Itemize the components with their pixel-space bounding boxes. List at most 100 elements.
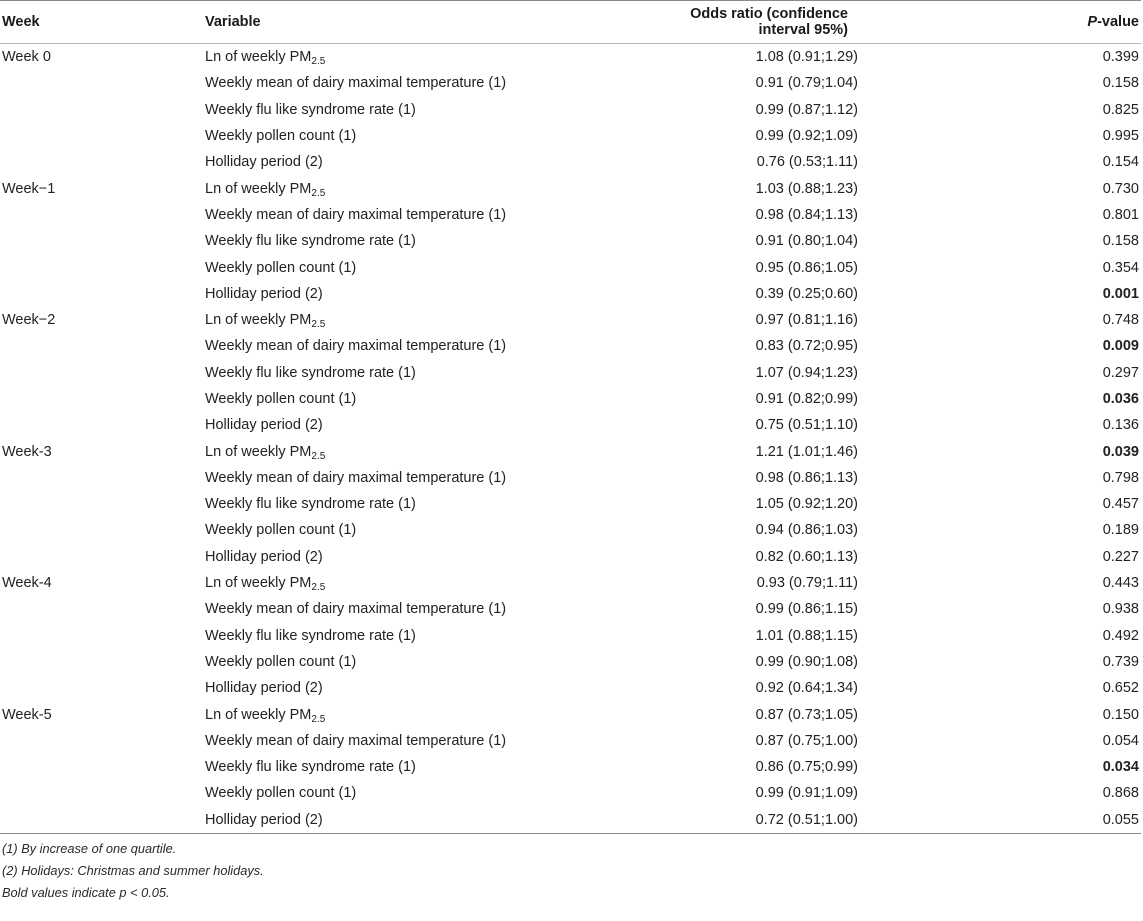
p-value-cell: 0.443 [1102, 575, 1139, 592]
spacer-cell [858, 517, 994, 543]
variable-cell: Weekly pollen count (1) [205, 386, 657, 412]
spacer-cell [858, 491, 994, 517]
odds-ratio-cell: 0.39 (0.25;0.60) [755, 285, 858, 302]
p-value-cell: 0.399 [1102, 49, 1139, 66]
p-value-cell: 0.798 [1102, 469, 1139, 486]
variable-label: Holliday period (2) [205, 680, 323, 697]
week-cell [0, 465, 205, 491]
week-cell [0, 596, 205, 622]
variable-cell: Weekly pollen count (1) [205, 780, 657, 806]
variable-label: Weekly flu like syndrome rate (1) [205, 759, 416, 776]
week-cell: Week-4 [2, 575, 52, 592]
week-cell [0, 254, 205, 280]
table-row: Weekly pollen count (1) 0.94 (0.86;1.03) 0… [0, 517, 1141, 543]
p-value-cell: 0.227 [1102, 548, 1139, 565]
spacer-cell [858, 465, 994, 491]
variable-label: Weekly mean of dairy maximal temperature… [205, 469, 507, 486]
variable-cell: Holliday period (2) [205, 544, 657, 570]
spacer-cell [858, 149, 994, 175]
spacer-cell [858, 386, 994, 412]
week-cell [0, 491, 205, 517]
week-cell [0, 228, 205, 254]
p-value-cell: 0.136 [1102, 417, 1139, 434]
spacer-cell [858, 728, 994, 754]
variable-cell: Weekly mean of dairy maximal temperature… [205, 728, 657, 754]
p-value-cell: 0.825 [1102, 101, 1139, 118]
table-bottom-rule [0, 832, 1141, 834]
variable-label: Weekly flu like syndrome rate (1) [205, 364, 416, 381]
p-value-cell: 0.995 [1102, 128, 1139, 145]
variable-cell: Weekly flu like syndrome rate (1) [205, 360, 657, 386]
p-value-cell: 0.652 [1102, 680, 1139, 697]
p-value-cell: 0.492 [1102, 627, 1139, 644]
odds-ratio-cell: 0.76 (0.53;1.11) [756, 154, 858, 171]
week-cell [0, 517, 205, 543]
spacer-cell [858, 412, 994, 438]
variable-label: Ln of weekly PM [205, 312, 312, 329]
variable-cell: Weekly mean of dairy maximal temperature… [205, 333, 657, 359]
variable-cell: Weekly flu like syndrome rate (1) [205, 754, 657, 780]
spacer-cell [858, 333, 994, 359]
table-row: Week−1 Ln of weekly PM2.5 1.03 (0.88;1.23)… [0, 175, 1141, 201]
odds-ratio-cell: 0.91 (0.82;0.99) [755, 391, 858, 407]
variable-label: Weekly pollen count (1) [205, 128, 357, 145]
variable-cell: Ln of weekly PM2.5 [205, 307, 657, 333]
table-body: Week 0 Ln of weekly PM2.5 1.08 (0.91;1.29)… [0, 43, 1141, 833]
week-cell [0, 386, 205, 412]
table-row: Week-5 Ln of weekly PM2.5 0.87 (0.73;1.05)… [0, 701, 1141, 727]
spacer-cell [858, 438, 994, 464]
week-cell [0, 675, 205, 701]
week-cell: Week−2 [2, 312, 56, 329]
variable-cell: Ln of weekly PM2.5 [205, 570, 657, 596]
variable-label: Weekly pollen count (1) [205, 653, 357, 670]
variable-cell: Weekly flu like syndrome rate (1) [205, 623, 657, 649]
variable-label: Weekly flu like syndrome rate (1) [205, 627, 416, 644]
p-value-cell: 0.001 [1102, 285, 1139, 302]
header-variable: Variable [205, 14, 261, 30]
variable-label: Ln of weekly PM [205, 180, 312, 197]
week-cell [0, 780, 205, 806]
spacer-cell [858, 228, 994, 254]
table-row: Holliday period (2) 0.72 (0.51;1.00) 0.055 [0, 807, 1141, 833]
table-row: Holliday period (2) 0.92 (0.64;1.34) 0.652 [0, 675, 1141, 701]
variable-cell: Weekly mean of dairy maximal temperature… [205, 70, 657, 96]
variable-subscript: 2.5 [311, 187, 326, 199]
spacer-cell [858, 623, 994, 649]
variable-label: Weekly mean of dairy maximal temperature… [205, 206, 507, 223]
week-cell [0, 623, 205, 649]
spacer-cell [858, 254, 994, 280]
spacer-cell [858, 70, 994, 96]
variable-label: Weekly mean of dairy maximal temperature… [205, 338, 507, 355]
week-cell [0, 281, 205, 307]
table-row: Weekly flu like syndrome rate (1) 0.91 (0… [0, 228, 1141, 254]
variable-cell: Weekly pollen count (1) [205, 649, 657, 675]
variable-label: Weekly flu like syndrome rate (1) [205, 233, 416, 250]
spacer-cell [858, 123, 994, 149]
table-row: Week-3 Ln of weekly PM2.5 1.21 (1.01;1.46)… [0, 438, 1141, 464]
spacer-cell [858, 570, 994, 596]
odds-ratio-cell: 0.97 (0.81;1.16) [755, 312, 858, 329]
footnote-holidays: (2) Holidays: Christmas and summer holid… [2, 862, 264, 878]
header-p-italic: P [1087, 14, 1098, 30]
p-value-cell: 0.938 [1102, 601, 1139, 618]
spacer-cell [858, 701, 994, 727]
variable-label: Ln of weekly PM [205, 49, 312, 66]
spacer-cell [858, 360, 994, 386]
week-cell [0, 149, 205, 175]
variable-cell: Weekly mean of dairy maximal temperature… [205, 465, 657, 491]
variable-label: Ln of weekly PM [205, 706, 312, 723]
week-cell [0, 333, 205, 359]
table-row: Weekly pollen count (1) 0.91 (0.82;0.99) 0… [0, 386, 1141, 412]
spacer-cell [858, 307, 994, 333]
header-bottom-rule [0, 43, 1141, 44]
variable-label: Holliday period (2) [205, 154, 323, 171]
table-top-rule [0, 0, 1141, 1]
variable-label: Weekly mean of dairy maximal temperature… [205, 732, 507, 749]
odds-ratio-cell: 1.03 (0.88;1.23) [755, 180, 858, 197]
table-row: Weekly mean of dairy maximal temperature… [0, 728, 1141, 754]
variable-cell: Weekly mean of dairy maximal temperature… [205, 202, 657, 228]
variable-subscript: 2.5 [311, 713, 326, 725]
variable-cell: Weekly pollen count (1) [205, 123, 657, 149]
table-row: Weekly flu like syndrome rate (1) 1.05 (0… [0, 491, 1141, 517]
week-cell [0, 807, 205, 833]
